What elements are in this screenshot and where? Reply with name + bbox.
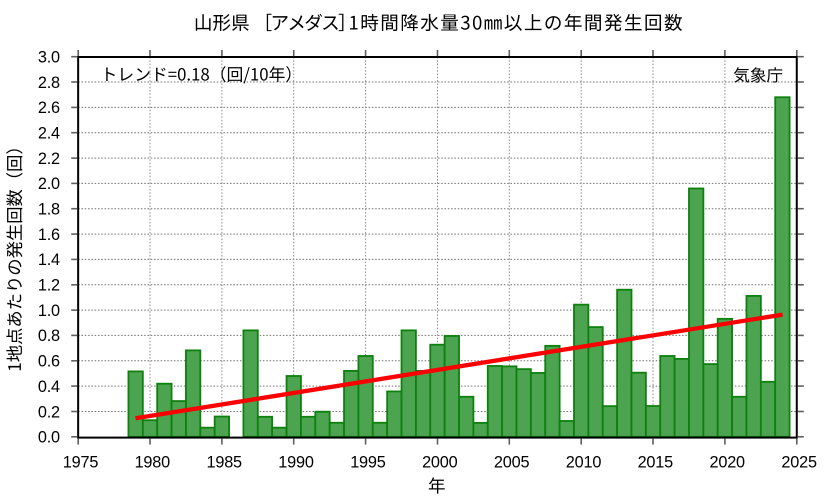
svg-text:1.8: 1.8 — [38, 201, 60, 219]
svg-text:2010: 2010 — [566, 454, 602, 472]
svg-text:2015: 2015 — [638, 454, 674, 472]
svg-text:1.4: 1.4 — [38, 251, 60, 269]
svg-text:1990: 1990 — [278, 454, 314, 472]
svg-text:1980: 1980 — [135, 454, 171, 472]
svg-text:1.6: 1.6 — [38, 226, 60, 244]
svg-text:2000: 2000 — [422, 454, 458, 472]
svg-text:2.8: 2.8 — [38, 74, 60, 92]
svg-text:2020: 2020 — [709, 454, 745, 472]
svg-text:1975: 1975 — [63, 454, 99, 472]
svg-text:2.2: 2.2 — [38, 150, 60, 168]
svg-text:1.2: 1.2 — [38, 277, 60, 295]
svg-text:2.4: 2.4 — [38, 125, 60, 143]
svg-text:1.0: 1.0 — [38, 302, 60, 320]
svg-text:2005: 2005 — [494, 454, 530, 472]
svg-text:0.0: 0.0 — [38, 429, 60, 447]
svg-text:1995: 1995 — [350, 454, 386, 472]
svg-text:2.6: 2.6 — [38, 99, 60, 117]
svg-text:2.0: 2.0 — [38, 175, 60, 193]
svg-text:3.0: 3.0 — [38, 49, 60, 67]
svg-text:0.8: 0.8 — [38, 327, 60, 345]
svg-text:0.4: 0.4 — [38, 378, 60, 396]
svg-text:0.6: 0.6 — [38, 353, 60, 371]
svg-text:2025: 2025 — [781, 454, 817, 472]
svg-text:1985: 1985 — [206, 454, 242, 472]
svg-text:0.2: 0.2 — [38, 403, 60, 421]
